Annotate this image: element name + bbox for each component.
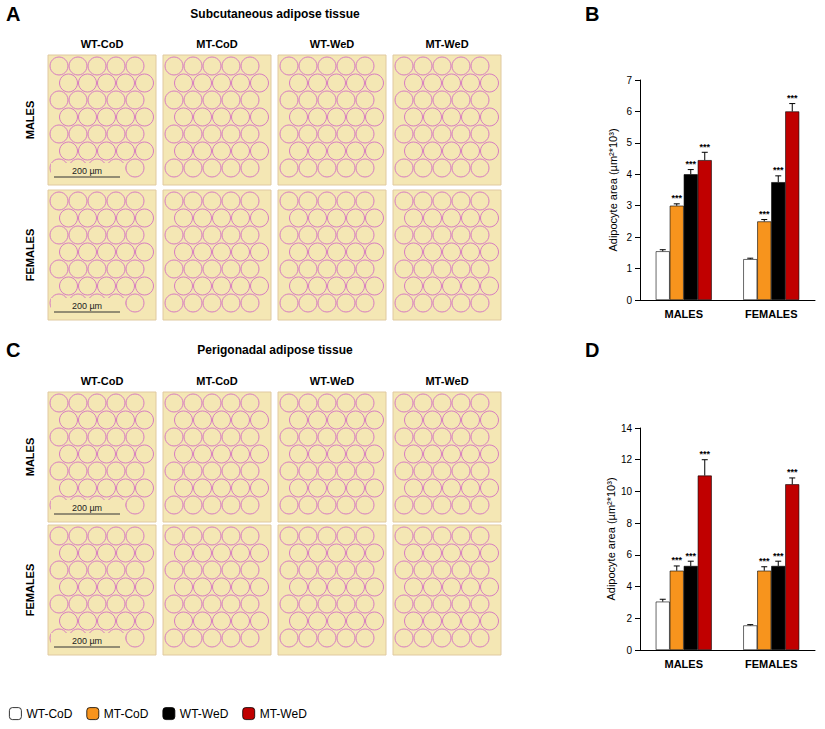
- svg-text:4: 4: [626, 169, 632, 180]
- svg-text:***: ***: [787, 93, 798, 103]
- svg-text:6: 6: [626, 549, 632, 560]
- svg-text:Perigonadal adipose tissue: Perigonadal adipose tissue: [197, 343, 353, 357]
- svg-text:MT-WeD: MT-WeD: [260, 707, 307, 721]
- svg-text:Adipocyte area (µm²*10³): Adipocyte area (µm²*10³): [607, 128, 619, 251]
- svg-text:6: 6: [626, 106, 632, 117]
- svg-text:8: 8: [626, 518, 632, 529]
- svg-text:200 µm: 200 µm: [72, 636, 102, 646]
- svg-text:***: ***: [685, 551, 696, 561]
- svg-text:WT-CoD: WT-CoD: [26, 707, 72, 721]
- svg-text:***: ***: [773, 165, 784, 175]
- svg-text:7: 7: [626, 75, 632, 86]
- svg-text:***: ***: [685, 159, 696, 169]
- svg-text:***: ***: [773, 551, 784, 561]
- svg-text:FEMALES: FEMALES: [24, 229, 36, 282]
- svg-text:D: D: [585, 339, 599, 361]
- svg-text:4: 4: [626, 581, 632, 592]
- svg-text:200 µm: 200 µm: [72, 301, 102, 311]
- svg-text:MALES: MALES: [665, 658, 704, 670]
- svg-text:FEMALES: FEMALES: [745, 308, 798, 320]
- svg-text:1: 1: [626, 263, 632, 274]
- svg-text:WT-WeD: WT-WeD: [310, 375, 354, 387]
- svg-text:MT-CoD: MT-CoD: [104, 707, 149, 721]
- svg-text:14: 14: [621, 423, 633, 434]
- svg-text:10: 10: [621, 486, 633, 497]
- svg-text:***: ***: [759, 556, 770, 566]
- svg-text:WT-CoD: WT-CoD: [81, 38, 124, 50]
- svg-text:WT-WeD: WT-WeD: [310, 38, 354, 50]
- svg-text:***: ***: [671, 555, 682, 565]
- svg-text:MT-CoD: MT-CoD: [196, 38, 238, 50]
- svg-text:MT-WeD: MT-WeD: [425, 38, 468, 50]
- svg-text:MT-WeD: MT-WeD: [425, 375, 468, 387]
- svg-text:***: ***: [787, 467, 798, 477]
- svg-text:3: 3: [626, 200, 632, 211]
- svg-text:A: A: [6, 3, 20, 25]
- svg-text:0: 0: [626, 645, 632, 656]
- svg-text:***: ***: [759, 209, 770, 219]
- svg-text:12: 12: [621, 454, 633, 465]
- svg-text:MALES: MALES: [24, 101, 36, 140]
- svg-text:MT-CoD: MT-CoD: [196, 375, 238, 387]
- svg-text:FEMALES: FEMALES: [24, 564, 36, 617]
- svg-text:WT-WeD: WT-WeD: [180, 707, 229, 721]
- svg-text:C: C: [6, 339, 20, 361]
- svg-text:200 µm: 200 µm: [72, 166, 102, 176]
- svg-text:MALES: MALES: [665, 308, 704, 320]
- svg-text:B: B: [585, 3, 599, 25]
- svg-text:2: 2: [626, 613, 632, 624]
- svg-text:WT-CoD: WT-CoD: [81, 375, 124, 387]
- svg-text:FEMALES: FEMALES: [745, 658, 798, 670]
- svg-text:Subcutaneous adipose tissue: Subcutaneous adipose tissue: [190, 7, 360, 21]
- svg-text:0: 0: [626, 295, 632, 306]
- svg-text:***: ***: [699, 142, 710, 152]
- svg-text:MALES: MALES: [24, 438, 36, 477]
- svg-text:2: 2: [626, 232, 632, 243]
- svg-text:***: ***: [671, 193, 682, 203]
- svg-text:200 µm: 200 µm: [72, 503, 102, 513]
- svg-text:5: 5: [626, 137, 632, 148]
- svg-text:***: ***: [699, 449, 710, 459]
- svg-text:Adipocyte area (µm²*10³): Adipocyte area (µm²*10³): [605, 477, 617, 600]
